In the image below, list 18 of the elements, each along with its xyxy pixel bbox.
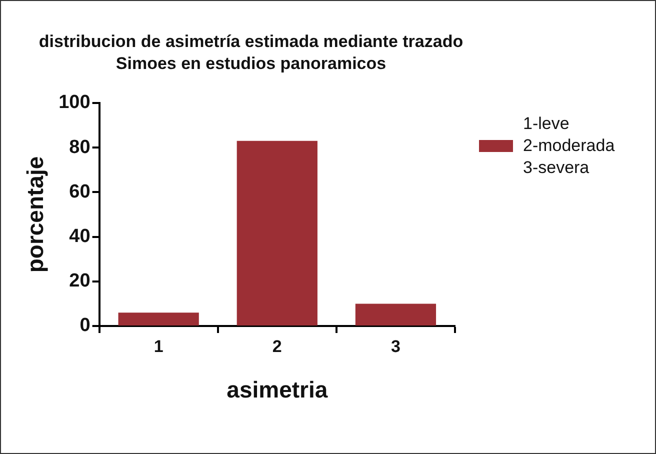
y-axis-title: porcentaje [22, 156, 48, 273]
text: 3-severa [523, 157, 590, 179]
y-tick-label: 100 [58, 92, 90, 114]
chart-title: distribucion de asimetría estimada mediante trazado Simoes en estudios panoramicos [38, 31, 464, 75]
x-tick-label: 3 [390, 336, 400, 356]
y-tick-label: 60 [69, 181, 90, 202]
y-tick-label: 40 [69, 226, 90, 248]
x-axis-title: asimetria [226, 376, 328, 403]
y-tick-label: 0 [80, 315, 90, 336]
y-tick-label: 80 [69, 136, 90, 158]
bar [118, 312, 199, 326]
y-tick-label: 20 [69, 270, 90, 292]
bar [355, 304, 436, 326]
legend-label: 2-moderada [523, 135, 615, 157]
bar [236, 140, 318, 326]
text: 1-leve [523, 113, 570, 135]
x-tick-label: 1 [154, 336, 164, 356]
x-tick-label: 2 [272, 336, 282, 356]
